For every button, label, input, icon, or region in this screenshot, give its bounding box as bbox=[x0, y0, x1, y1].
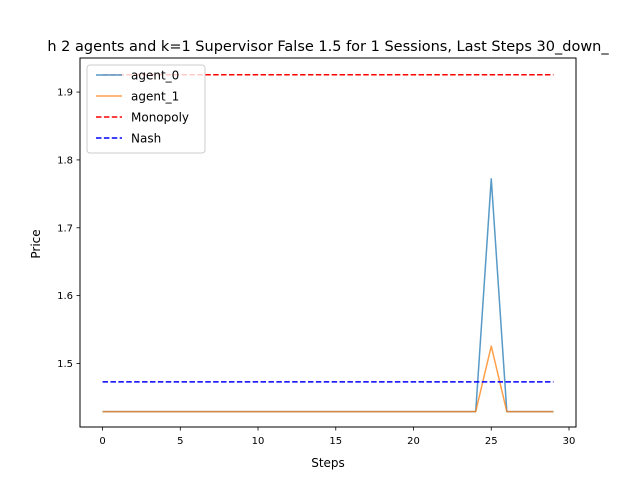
chart-title: h 2 agents and k=1 Supervisor False 1.5 … bbox=[47, 39, 609, 55]
plot-frame bbox=[79, 57, 577, 428]
legend-label: agent_0 bbox=[131, 69, 179, 83]
series-line-agent-1 bbox=[102, 345, 554, 413]
series-layer bbox=[102, 74, 554, 413]
y-axis-ticks: 1.5 1.6 1.7 1.8 1.9 bbox=[57, 88, 80, 370]
y-axis-label: Price bbox=[29, 229, 43, 258]
x-tick-label: 15 bbox=[329, 436, 342, 447]
legend-box bbox=[86, 64, 206, 154]
legend-label: agent_1 bbox=[131, 90, 179, 104]
y-tick-label: 1.9 bbox=[57, 88, 73, 99]
y-tick-label: 1.5 bbox=[57, 359, 73, 370]
legend-label: Nash bbox=[131, 132, 161, 146]
y-tick-label: 1.6 bbox=[57, 291, 73, 302]
x-tick-label: 10 bbox=[252, 436, 265, 447]
y-tick-label: 1.7 bbox=[57, 223, 73, 234]
x-tick-label: 5 bbox=[177, 436, 183, 447]
x-tick-label: 30 bbox=[563, 436, 576, 447]
x-tick-label: 0 bbox=[99, 436, 105, 447]
y-tick-label: 1.8 bbox=[57, 155, 73, 166]
legend-label: Monopoly bbox=[131, 111, 189, 125]
legend: agent_0 agent_1 Monopoly Nash bbox=[86, 64, 206, 154]
x-tick-label: 25 bbox=[485, 436, 498, 447]
x-axis-ticks: 0 5 10 15 20 25 30 bbox=[99, 427, 575, 447]
x-axis-label: Steps bbox=[311, 456, 345, 470]
x-tick-label: 20 bbox=[407, 436, 420, 447]
